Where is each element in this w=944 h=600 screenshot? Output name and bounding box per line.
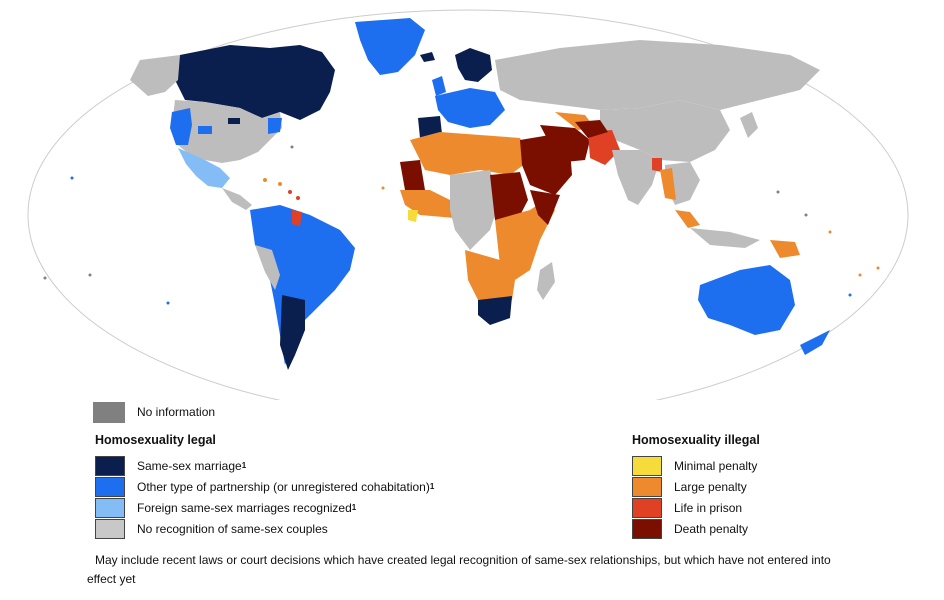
- legend-illegal-label: Death penalty: [674, 522, 749, 536]
- region-south-africa: [478, 296, 512, 325]
- legend-legal-label: Foreign same-sex marriages recognized: [137, 501, 352, 515]
- island: [776, 190, 780, 194]
- legend-legal-footnote-marker: 1: [241, 460, 247, 470]
- region-argentina: [280, 295, 305, 370]
- swatch-no-information: [93, 401, 125, 423]
- region-india: [612, 150, 660, 205]
- island: [70, 176, 74, 180]
- island: [876, 266, 880, 270]
- legend-illegal-item: Life in prison: [632, 498, 742, 518]
- world-map: [27, 9, 909, 400]
- legend-illegal-label: Life in prison: [674, 501, 743, 515]
- region-southern-africa: [465, 250, 515, 305]
- region-sudan: [490, 172, 528, 225]
- region-bangladesh: [652, 158, 662, 172]
- region-new-zealand: [800, 330, 830, 355]
- region-scandinavia: [455, 48, 492, 82]
- region-greenland: [355, 18, 425, 75]
- region-japan: [740, 112, 758, 138]
- legend-illegal-item: Death penalty: [632, 519, 748, 539]
- region-usa-west: [170, 108, 192, 145]
- region-guyana: [292, 210, 302, 226]
- region-mauritania: [400, 160, 425, 190]
- legend-illegal-swatch: [632, 456, 662, 476]
- footnote-line-1: May include recent laws or court decisio…: [95, 553, 831, 567]
- region-russia: [495, 40, 820, 110]
- region-usa-iowa: [228, 118, 240, 124]
- island: [381, 186, 385, 190]
- island: [828, 230, 832, 234]
- legend-legal-label: No recognition of same-sex couples: [137, 522, 328, 536]
- region-peru: [255, 245, 280, 290]
- island: [290, 145, 294, 149]
- region-central-africa: [450, 170, 500, 250]
- legend-legal-label: Same-sex marriage: [137, 459, 242, 473]
- region-north-africa: [410, 132, 530, 175]
- legend-legal-swatch: [95, 477, 125, 497]
- legend-legal-label: Other type of partnership (or unregister…: [137, 480, 430, 494]
- legend-legal-swatch: [95, 498, 125, 518]
- island: [43, 276, 47, 280]
- region-usa: [172, 100, 282, 163]
- region-mexico: [178, 148, 230, 188]
- legend-legal-swatch: [95, 456, 125, 476]
- island: [166, 301, 170, 305]
- region-sierra-leone: [408, 210, 418, 222]
- legend-legal-item: Other type of partnership (or unregister…: [95, 477, 434, 497]
- region-alaska: [130, 55, 180, 96]
- region-east-africa: [495, 200, 555, 280]
- island: [296, 196, 300, 200]
- region-europe: [435, 88, 505, 128]
- region-pakistan: [588, 130, 620, 165]
- legend-legal-footnote-marker: 1: [351, 502, 357, 512]
- region-iceland: [420, 52, 435, 62]
- legend-legal-item: No recognition of same-sex couples: [95, 519, 328, 539]
- legend-legal-title: Homosexuality legal: [95, 433, 216, 447]
- island: [278, 182, 282, 186]
- legend-illegal-swatch: [632, 477, 662, 497]
- region-australia: [698, 265, 795, 335]
- legend-illegal-swatch: [632, 519, 662, 539]
- legend-illegal-title: Homosexuality illegal: [632, 433, 760, 447]
- region-canada: [175, 45, 335, 120]
- footnote: May include recent laws or court decisio…: [87, 551, 915, 589]
- legend-no-information: No information: [93, 401, 216, 423]
- legend-illegal-swatch: [632, 498, 662, 518]
- region-usa-mid: [198, 126, 212, 134]
- region-uk: [432, 76, 446, 96]
- region-afghanistan: [575, 120, 608, 138]
- world-map-svg: [27, 9, 909, 400]
- footnote-line-2: effect yet: [87, 572, 136, 586]
- region-iberia: [418, 116, 442, 138]
- island: [263, 178, 267, 182]
- island: [88, 273, 92, 277]
- region-south-america: [250, 205, 355, 365]
- region-myanmar: [660, 168, 676, 200]
- region-iran: [540, 125, 590, 162]
- region-central-america: [222, 188, 252, 210]
- legend-legal-footnote-marker: 1: [429, 481, 435, 491]
- legend-illegal-label: Minimal penalty: [674, 459, 758, 473]
- island: [288, 190, 292, 194]
- region-somalia: [530, 190, 560, 225]
- region-indonesia: [690, 228, 760, 248]
- island: [858, 273, 862, 277]
- legend-illegal-item: Minimal penalty: [632, 456, 757, 476]
- legend-illegal-label: Large penalty: [674, 480, 747, 494]
- island: [804, 213, 808, 217]
- island: [848, 293, 852, 297]
- legend-legal-item: Same-sex marriage 1: [95, 456, 246, 476]
- region-madagascar: [537, 262, 555, 300]
- region-malaysia: [675, 210, 700, 228]
- legend-legal-swatch: [95, 519, 125, 539]
- legend-illegal-item: Large penalty: [632, 477, 747, 497]
- region-usa-ne: [268, 118, 282, 134]
- legend-no-information-label: No information: [137, 405, 216, 419]
- region-china: [600, 100, 730, 162]
- region-png: [770, 240, 800, 258]
- legend-legal-item: Foreign same-sex marriages recognized 1: [95, 498, 356, 518]
